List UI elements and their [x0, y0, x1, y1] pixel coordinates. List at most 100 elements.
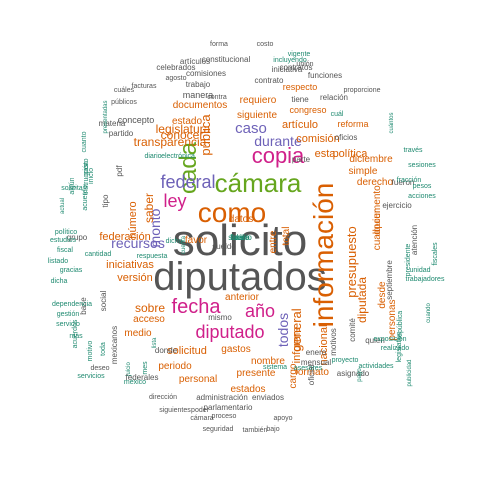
cloud-word: dirección — [149, 394, 177, 401]
cloud-word: favor — [185, 235, 208, 246]
cloud-word: solicita — [61, 185, 83, 192]
cloud-word: gastos — [221, 344, 250, 355]
cloud-word: siguientes — [159, 407, 191, 414]
cloud-word: proporcione — [344, 87, 381, 94]
cloud-word: presupuesto — [344, 226, 359, 298]
cloud-word: gasto — [83, 158, 90, 175]
cloud-word: quien — [365, 336, 385, 345]
cloud-word: xiii — [235, 233, 245, 242]
cloud-word: fiscales — [432, 242, 439, 266]
cloud-word: artículo — [282, 119, 318, 131]
cloud-word: iniciativas — [106, 259, 154, 271]
cloud-word: funciones — [308, 71, 342, 80]
cloud-word: enero — [306, 348, 327, 357]
cloud-word: materia — [99, 119, 126, 128]
cloud-word: cuáles — [114, 87, 135, 94]
cloud-word: solicitud — [167, 345, 207, 357]
cloud-word: motivo — [87, 341, 94, 362]
cloud-word: contra — [207, 94, 227, 101]
cloud-word: administración — [196, 393, 248, 402]
cloud-word: dicha — [51, 278, 68, 285]
cloud-word: facturas — [132, 83, 157, 90]
cloud-word: cámara — [190, 415, 213, 422]
cloud-word: vigente — [288, 51, 311, 58]
cloud-word: personal — [179, 374, 217, 385]
cloud-word: artículos — [180, 57, 210, 66]
cloud-word: periodo — [158, 361, 192, 372]
cloud-word: proyecto — [332, 357, 359, 364]
cloud-word: cuanto — [81, 131, 88, 152]
cloud-word: estados — [230, 384, 265, 395]
cloud-word: acceso — [133, 314, 165, 325]
cloud-word: toda — [100, 342, 107, 356]
cloud-word: reforma — [337, 119, 368, 129]
cloud-word: base — [79, 297, 88, 315]
cloud-word: atención — [410, 225, 419, 255]
cloud-word: lista — [152, 337, 158, 348]
cloud-word: donde — [155, 346, 178, 355]
cloud-word: general — [289, 308, 304, 351]
cloud-word: algún — [69, 177, 76, 194]
cloud-word: cualquier — [372, 209, 383, 250]
cloud-word: sueldo — [212, 242, 236, 251]
cloud-word: más — [69, 333, 83, 340]
cloud-word: cuántos — [389, 112, 395, 133]
cloud-word: federación — [99, 231, 150, 243]
cloud-word: legislativo — [396, 332, 403, 363]
cloud-word: trabajo — [186, 80, 211, 89]
cloud-word: méxico — [124, 379, 146, 386]
cloud-word: cargo — [288, 363, 299, 388]
cloud-word: versión — [117, 272, 152, 284]
cloud-word: costo — [257, 41, 274, 48]
cloud-word: mensual — [301, 358, 331, 367]
cloud-word: deseo — [90, 365, 109, 372]
cloud-word: datos — [229, 214, 253, 225]
cloud-word: transparencia — [134, 135, 207, 149]
cloud-word: gestión — [57, 311, 80, 318]
cloud-word: cuenta — [181, 235, 187, 254]
cloud-word: servicio — [56, 321, 80, 328]
cloud-word: caso — [235, 120, 267, 137]
cloud-word: información — [308, 183, 339, 328]
cloud-word: dicho — [166, 238, 183, 245]
cloud-word: sesiones — [408, 162, 436, 169]
cloud-word: sobre — [135, 301, 165, 315]
cloud-word: contratos — [280, 63, 313, 72]
cloud-word: documentos — [173, 100, 227, 111]
cloud-word: comisiones — [186, 69, 226, 78]
cloud-word: parte — [292, 155, 311, 164]
cloud-word: exposición — [373, 336, 406, 343]
cloud-word: esta — [315, 148, 337, 160]
cloud-word: informe — [291, 327, 303, 364]
cloud-word: mismo — [208, 313, 232, 322]
cloud-word: fracción — [397, 177, 422, 184]
cloud-word: forma — [210, 41, 228, 48]
cloud-word: trabajadores — [406, 276, 445, 283]
cloud-word: tipo — [101, 194, 110, 207]
cloud-word: también — [243, 427, 268, 434]
cloud-word: número — [127, 201, 139, 238]
cloud-word: como — [198, 197, 266, 228]
cloud-word: cuando — [426, 302, 432, 322]
cloud-word: cantidad — [85, 251, 112, 258]
cloud-word: inicio — [88, 168, 95, 184]
cloud-word: comité — [348, 318, 357, 342]
cloud-word: concepto — [118, 115, 155, 125]
cloud-word: motivos — [329, 328, 338, 356]
cloud-word: actual — [60, 198, 66, 214]
cloud-word: estado — [172, 116, 202, 127]
cloud-word: salario — [228, 233, 252, 242]
cloud-word: solicito — [173, 216, 308, 265]
cloud-word: saber — [142, 193, 156, 223]
cloud-word: anterior — [225, 292, 260, 303]
cloud-word: diputada — [355, 277, 369, 323]
cloud-word: cuál — [331, 111, 344, 118]
cloud-word: medio — [124, 328, 152, 339]
cloud-word: pesos — [413, 183, 432, 190]
cloud-word: actividades — [358, 363, 394, 370]
cloud-word: cámara — [215, 168, 302, 198]
cloud-word: diario — [144, 153, 161, 160]
cloud-word: manera — [183, 90, 214, 100]
